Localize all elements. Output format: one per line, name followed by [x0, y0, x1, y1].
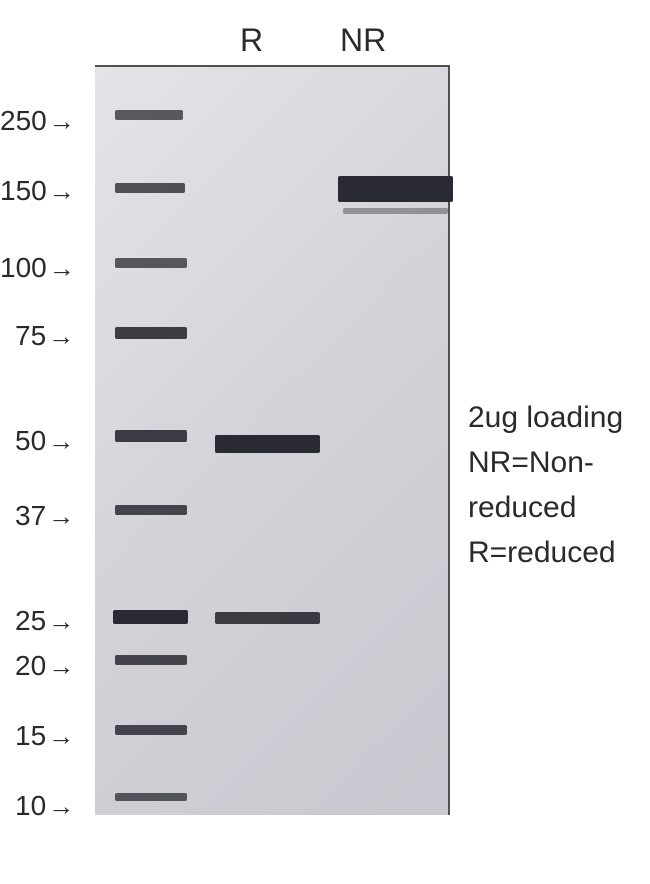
annotation-line: 2ug loading [468, 395, 623, 440]
annotation-line: reduced [468, 485, 623, 530]
marker-15: 15→ [15, 720, 74, 752]
arrow-icon: → [49, 176, 75, 207]
marker-75: 75→ [15, 320, 74, 352]
marker-20: 20→ [15, 650, 74, 682]
marker-25: 25→ [15, 605, 74, 637]
nr-band [338, 176, 453, 202]
marker-100: 100→ [0, 252, 75, 284]
ladder-band [115, 793, 187, 801]
nr-band [343, 208, 448, 214]
r-band [215, 612, 320, 624]
arrow-icon: → [48, 721, 74, 752]
arrow-icon: → [48, 791, 74, 822]
annotation-line: R=reduced [468, 530, 623, 575]
ladder-band [115, 258, 187, 268]
ladder-band [115, 110, 183, 120]
arrow-icon: → [48, 321, 74, 352]
ladder-band [115, 183, 185, 193]
arrow-icon: → [49, 106, 75, 137]
ladder-band [115, 725, 187, 735]
arrow-icon: → [48, 426, 74, 457]
lane-label-NR: NR [340, 22, 386, 59]
marker-150: 150→ [0, 175, 75, 207]
ladder-band [115, 430, 187, 442]
marker-37: 37→ [15, 500, 74, 532]
arrow-icon: → [48, 606, 74, 637]
arrow-icon: → [48, 651, 74, 682]
arrow-icon: → [48, 501, 74, 532]
marker-50: 50→ [15, 425, 74, 457]
ladder-band [115, 505, 187, 515]
lane-label-R: R [240, 22, 263, 59]
arrow-icon: → [49, 253, 75, 284]
r-band [215, 435, 320, 453]
ladder-band [115, 327, 187, 339]
ladder-band [115, 655, 187, 665]
marker-250: 250→ [0, 105, 75, 137]
annotation-line: NR=Non- [468, 440, 623, 485]
legend-annotation: 2ug loading NR=Non- reduced R=reduced [468, 395, 623, 575]
ladder-band [113, 610, 188, 624]
marker-10: 10→ [15, 790, 74, 822]
